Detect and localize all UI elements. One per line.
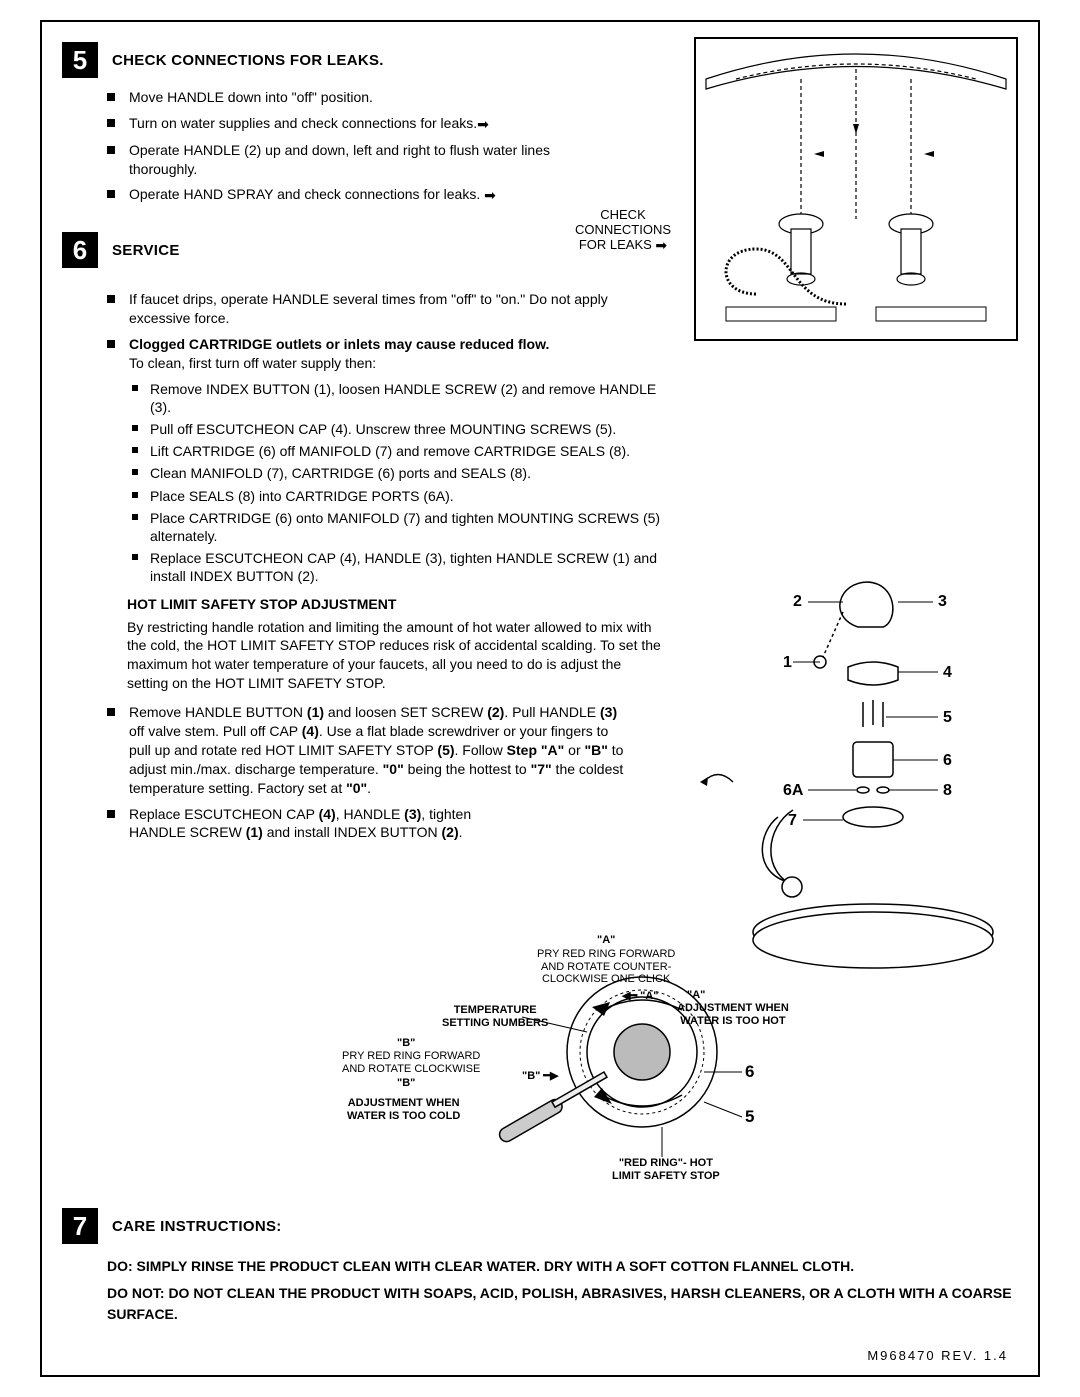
part-label-2: 2: [793, 593, 802, 611]
dial-label-a-adj: ADJUSTMENT WHEN WATER IS TOO HOT: [677, 1002, 789, 1027]
part-label-6: 6: [943, 752, 952, 770]
part-label-7: 7: [788, 812, 797, 830]
step5-item: Move HANDLE down into "off" position.: [107, 88, 622, 107]
step-number-6: 6: [62, 232, 98, 268]
dial-label-b-text: PRY RED RING FORWARD AND ROTATE CLOCKWIS…: [342, 1050, 480, 1075]
section-5: 5 CHECK CONNECTIONS FOR LEAKS. Move HAND…: [42, 22, 1038, 222]
arrow-icon: [484, 186, 496, 205]
arrow-icon: [477, 115, 489, 134]
section-6: 6 SERVICE If faucet drips, operate HANDL…: [42, 222, 1038, 859]
figure-hot-limit-dial: "A" PRY RED RING FORWARD AND ROTATE COUN…: [342, 942, 812, 1202]
care-do: DO: SIMPLY RINSE THE PRODUCT CLEAN WITH …: [107, 1256, 1013, 1277]
step-title-6: SERVICE: [112, 242, 180, 259]
dial-label-temp: TEMPERATURE SETTING NUMBERS: [442, 1004, 548, 1029]
dial-label-a2: "A": [687, 989, 705, 1002]
step5-item: Operate HANDLE (2) up and down, left and…: [107, 141, 622, 179]
dial-label-a-text: PRY RED RING FORWARD AND ROTATE COUNTER-…: [537, 948, 675, 986]
part-label-6a: 6A: [783, 782, 803, 800]
care-donot: DO NOT: DO NOT CLEAN THE PRODUCT WITH SO…: [107, 1283, 1013, 1325]
step5-item: Operate HAND SPRAY and check connections…: [107, 185, 622, 205]
step-number-5: 5: [62, 42, 98, 78]
step6-item: Clogged CARTRIDGE outlets or inlets may …: [107, 335, 662, 373]
step6-subitem: Remove INDEX BUTTON (1), loosen HANDLE S…: [132, 380, 662, 416]
part-label-1: 1: [783, 654, 792, 672]
revision-text: M968470 REV. 1.4: [867, 1348, 1008, 1363]
section-7: 7 CARE INSTRUCTIONS: DO: SIMPLY RINSE TH…: [42, 1198, 1038, 1335]
step6-subitem: Place SEALS (8) into CARTRIDGE PORTS (6A…: [132, 487, 662, 505]
dial-label-b-adj: ADJUSTMENT WHEN WATER IS TOO COLD: [347, 1097, 460, 1122]
step6-item: Remove HANDLE BUTTON (1) and loosen SET …: [107, 703, 627, 797]
step5-item: Turn on water supplies and check connect…: [107, 114, 622, 134]
dial-arrow-a: ◀━ "A": [622, 990, 659, 1003]
dial-num-5: 5: [745, 1107, 754, 1127]
page: 5 CHECK CONNECTIONS FOR LEAKS. Move HAND…: [40, 20, 1040, 1377]
part-label-3: 3: [938, 593, 947, 611]
dial-arrow-b: "B" ━▶: [522, 1070, 559, 1083]
step-title-7: CARE INSTRUCTIONS:: [112, 1218, 282, 1235]
dial-num-6: 6: [745, 1062, 754, 1082]
step6-subitem: Replace ESCUTCHEON CAP (4), HANDLE (3), …: [132, 549, 662, 585]
step6-subitem: Clean MANIFOLD (7), CARTRIDGE (6) ports …: [132, 464, 662, 482]
step-number-7: 7: [62, 1208, 98, 1244]
dial-label-a: "A": [597, 934, 615, 947]
part-label-5: 5: [943, 709, 952, 727]
dial-label-b2: "B": [397, 1077, 415, 1090]
step6-subitem: Place CARTRIDGE (6) onto MANIFOLD (7) an…: [132, 509, 662, 545]
step6-subitem: Pull off ESCUTCHEON CAP (4). Unscrew thr…: [132, 420, 662, 438]
dial-label-redring: "RED RING"- HOT LIMIT SAFETY STOP: [612, 1157, 720, 1182]
step6-item: If faucet drips, operate HANDLE several …: [107, 290, 662, 328]
figure-exploded-parts: 1 2 3 4 5 6 8 6A 7: [748, 572, 998, 992]
part-label-4: 4: [943, 664, 952, 682]
hot-limit-para: By restricting handle rotation and limit…: [127, 618, 662, 694]
step-title-5: CHECK CONNECTIONS FOR LEAKS.: [112, 52, 384, 69]
part-label-8: 8: [943, 782, 952, 800]
dial-label-b: "B": [397, 1037, 415, 1050]
hot-limit-heading: HOT LIMIT SAFETY STOP ADJUSTMENT: [127, 596, 662, 612]
step6-item: Replace ESCUTCHEON CAP (4), HANDLE (3), …: [107, 805, 529, 843]
step6-subitem: Lift CARTRIDGE (6) off MANIFOLD (7) and …: [132, 442, 662, 460]
